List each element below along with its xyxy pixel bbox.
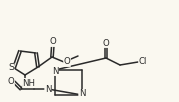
Text: N: N <box>79 89 85 99</box>
Text: NH: NH <box>23 79 35 88</box>
Text: Cl: Cl <box>139 58 147 67</box>
Text: O: O <box>103 38 109 48</box>
Text: O: O <box>64 58 70 67</box>
Text: O: O <box>50 38 56 47</box>
Text: N: N <box>45 85 51 94</box>
Text: N: N <box>52 67 58 75</box>
Text: O: O <box>8 78 14 86</box>
Text: S: S <box>8 64 14 73</box>
